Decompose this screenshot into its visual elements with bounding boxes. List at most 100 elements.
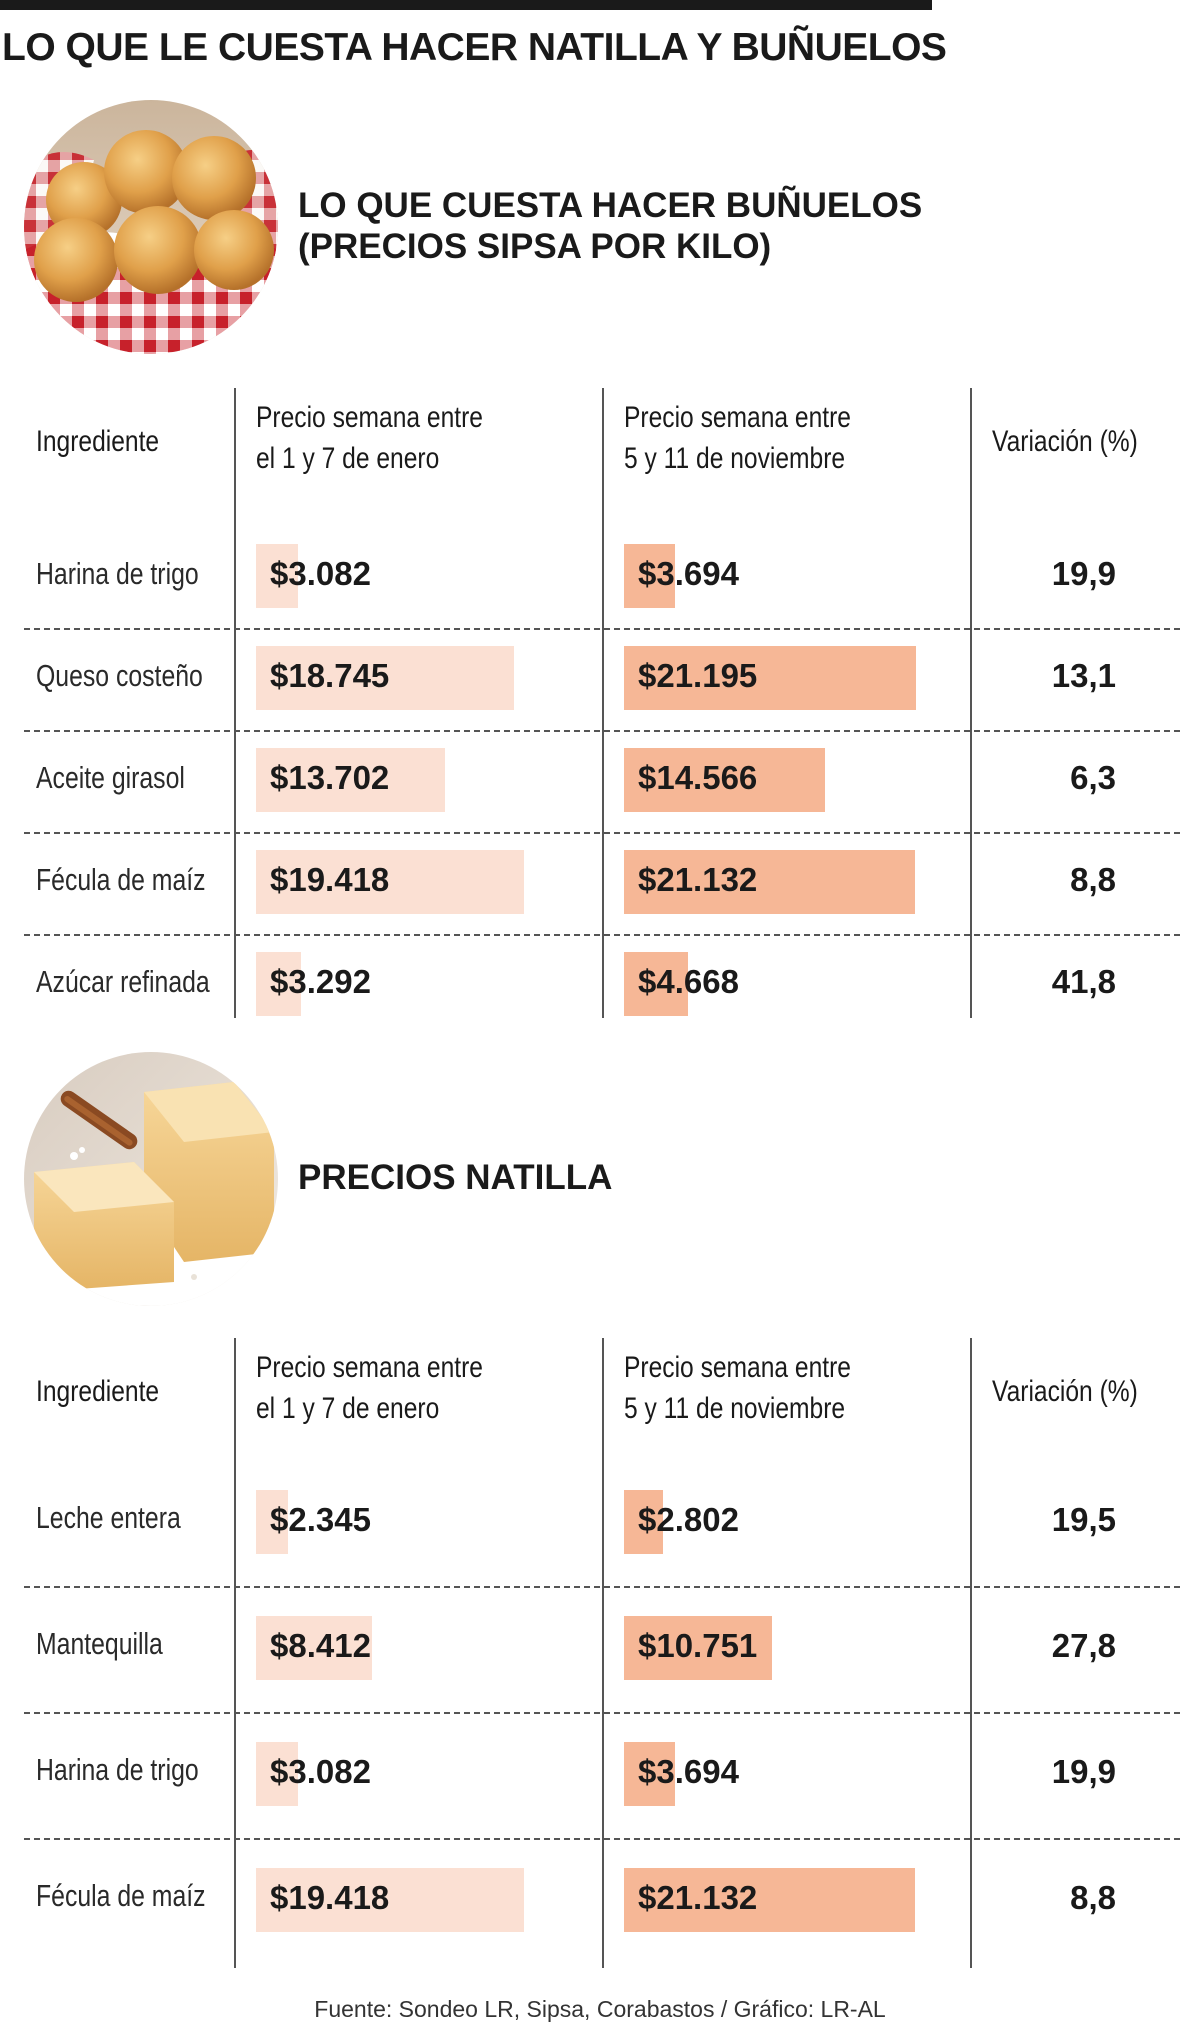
bar-november <box>624 952 688 1016</box>
bar-january <box>256 952 301 1016</box>
table-row: Harina de trigo $3.082 $3.694 19,9 <box>24 1712 1180 1838</box>
header-variation: Variación (%) <box>992 425 1138 458</box>
row-ingredient: Harina de trigo <box>36 1752 199 1787</box>
bunuelos-basket-illustration <box>24 100 278 354</box>
main-title: LO QUE LE CUESTA HACER NATILLA Y BUÑUELO… <box>2 26 947 69</box>
value-variation: 8,8 <box>1070 861 1116 898</box>
header-november: Precio semana entre 5 y 11 de noviembre <box>624 1348 851 1429</box>
header-variation: Variación (%) <box>992 1375 1138 1408</box>
table-row: Mantequilla $8.412 $10.751 27,8 <box>24 1586 1180 1712</box>
header-november-line2: 5 y 11 de noviembre <box>624 1391 846 1425</box>
table-row: Azúcar refinada $3.292 $4.668 41,8 <box>24 934 1180 1018</box>
header-january-line1: Precio semana entre <box>256 401 483 434</box>
bar-november <box>624 850 915 914</box>
row-ingredient: Fécula de maíz <box>36 862 206 897</box>
table-row: Fécula de maíz $19.418 $21.132 8,8 <box>24 832 1180 934</box>
value-january: $19.418 <box>270 1879 390 1916</box>
value-november: $21.132 <box>638 861 758 898</box>
row-divider <box>24 1712 1180 1714</box>
bunuelos-table: Ingrediente Precio semana entre el 1 y 7… <box>24 388 1180 1018</box>
bar-november <box>624 748 825 812</box>
value-january: $3.292 <box>270 963 371 1000</box>
row-ingredient: Fécula de maíz <box>36 1878 206 1913</box>
bar-january <box>256 544 298 608</box>
source-note: Fuente: Sondeo LR, Sipsa, Corabastos / G… <box>314 1996 886 2022</box>
value-variation: 27,8 <box>1051 1627 1116 1664</box>
row-ingredient: Harina de trigo <box>36 556 199 591</box>
header-january-line1: Precio semana entre <box>256 1351 483 1384</box>
header-january-line2: el 1 y 7 de enero <box>256 1391 440 1425</box>
bar-january <box>256 850 524 914</box>
row-ingredient: Queso costeño <box>36 658 203 693</box>
row-divider <box>24 1838 1180 1840</box>
column-divider <box>234 1338 236 1968</box>
bar-january <box>256 646 514 710</box>
natilla-table: Ingrediente Precio semana entre el 1 y 7… <box>24 1338 1180 1968</box>
table-row: Fécula de maíz $19.418 $21.132 8,8 <box>24 1838 1180 1968</box>
row-ingredient: Azúcar refinada <box>36 964 210 999</box>
bar-november <box>624 544 675 608</box>
row-divider <box>24 1586 1180 1588</box>
column-divider <box>970 388 972 1018</box>
bar-january <box>256 1742 298 1806</box>
header-november-line1: Precio semana entre <box>624 1351 851 1384</box>
value-variation: 19,9 <box>1051 1753 1116 1790</box>
value-november: $21.195 <box>638 657 758 694</box>
column-divider <box>602 1338 604 1968</box>
value-january: $8.412 <box>270 1627 371 1664</box>
value-january: $18.745 <box>270 657 390 694</box>
section-title-line1: PRECIOS NATILLA <box>298 1158 613 1197</box>
bar-january <box>256 1868 524 1932</box>
value-january: $19.418 <box>270 861 390 898</box>
header-ingredient: Ingrediente <box>36 425 160 458</box>
section-title-natilla: PRECIOS NATILLA <box>298 1158 612 1199</box>
bunuelos-photo <box>24 100 278 354</box>
value-variation: 19,9 <box>1051 555 1116 592</box>
value-january: $3.082 <box>270 1753 371 1790</box>
bar-november <box>624 1490 663 1554</box>
column-divider <box>234 388 236 1018</box>
row-divider <box>24 934 1180 936</box>
bar-november <box>624 646 916 710</box>
value-november: $10.751 <box>638 1627 758 1664</box>
table-row: Aceite girasol $13.702 $14.566 6,3 <box>24 730 1180 832</box>
bar-january <box>256 1616 372 1680</box>
header-january: Precio semana entre el 1 y 7 de enero <box>256 1348 483 1429</box>
value-january: $3.082 <box>270 555 371 592</box>
header-ingredient: Ingrediente <box>36 1375 160 1408</box>
value-variation: 41,8 <box>1051 963 1116 1000</box>
value-november: $4.668 <box>638 963 739 1000</box>
header-january-line2: el 1 y 7 de enero <box>256 441 440 475</box>
section-title-bunuelos: LO QUE CUESTA HACER BUÑUELOS (PRECIOS SI… <box>298 186 922 267</box>
row-divider <box>24 628 1180 630</box>
bar-november <box>624 1742 675 1806</box>
bar-november <box>624 1868 915 1932</box>
row-ingredient: Aceite girasol <box>36 760 185 795</box>
natilla-photo <box>24 1052 278 1306</box>
value-variation: 19,5 <box>1051 1501 1116 1538</box>
section-title-line1: LO QUE CUESTA HACER BUÑUELOS <box>298 186 923 225</box>
row-ingredient: Leche entera <box>36 1500 181 1535</box>
row-ingredient: Mantequilla <box>36 1626 163 1661</box>
value-november: $14.566 <box>638 759 758 796</box>
table-row: Harina de trigo $3.082 $3.694 19,9 <box>24 526 1180 628</box>
header-november-line2: 5 y 11 de noviembre <box>624 441 846 475</box>
natilla-cinnamon-illustration <box>24 1052 278 1306</box>
table-row: Leche entera $2.345 $2.802 19,5 <box>24 1460 1180 1586</box>
top-rule <box>0 0 932 10</box>
value-variation: 8,8 <box>1070 1879 1116 1916</box>
header-november-line1: Precio semana entre <box>624 401 851 434</box>
value-january: $2.345 <box>270 1501 371 1538</box>
row-divider <box>24 730 1180 732</box>
value-variation: 6,3 <box>1070 759 1116 796</box>
column-divider <box>970 1338 972 1968</box>
table-row: Queso costeño $18.745 $21.195 13,1 <box>24 628 1180 730</box>
row-divider <box>24 832 1180 834</box>
bar-november <box>624 1616 772 1680</box>
bar-january <box>256 748 445 812</box>
value-november: $21.132 <box>638 1879 758 1916</box>
bar-january <box>256 1490 288 1554</box>
header-january: Precio semana entre el 1 y 7 de enero <box>256 398 483 479</box>
value-november: $2.802 <box>638 1501 739 1538</box>
value-november: $3.694 <box>638 555 739 592</box>
